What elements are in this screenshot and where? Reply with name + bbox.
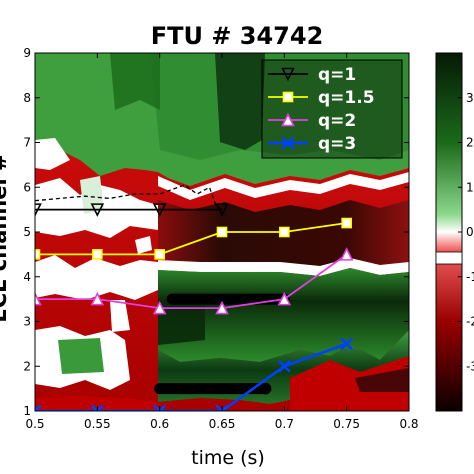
- series-point: [277, 359, 291, 373]
- series-1: [35, 203, 229, 217]
- legend-label: q=1.5: [318, 88, 375, 108]
- legend-marker: [282, 91, 294, 103]
- axes: 0.5 0.55 0.6 0.65 0.7 0.75 0.8 1 2 3 4 5 6 7 8 9: [23, 46, 418, 431]
- series-point: [152, 203, 167, 217]
- series-point: [154, 249, 165, 260]
- legend-label: q=2: [318, 111, 356, 131]
- legend-marker: [281, 112, 295, 127]
- colorbar-tick-label: -1: [466, 270, 474, 284]
- series-line: [35, 222, 347, 256]
- series-point: [215, 203, 229, 217]
- legend-marker: [281, 67, 295, 82]
- x-tick-label: 0.8: [399, 417, 418, 431]
- series-point: [215, 300, 229, 315]
- colorbar-tick-label: 0: [466, 225, 474, 239]
- x-axis-title: time (s): [191, 447, 265, 469]
- y-tick-label: 3: [23, 315, 31, 329]
- y-tick-label: 5: [23, 225, 31, 239]
- series-point: [90, 203, 105, 217]
- legend-marker: [281, 136, 295, 150]
- legend: q=1 q=1.5 q=2 q=3: [261, 59, 403, 159]
- dashed-trace: [35, 184, 223, 211]
- x-tick-label: 0.55: [84, 417, 111, 431]
- y-axis-title: ECE channel #: [0, 153, 11, 322]
- series-point: [35, 291, 42, 306]
- x-tick-label: 0.75: [333, 417, 360, 431]
- x-tick-label: 0.6: [150, 417, 169, 431]
- series-point: [90, 404, 104, 411]
- series-line: [35, 342, 348, 411]
- series-point: [341, 217, 352, 229]
- x-tick-label: 0.65: [209, 417, 236, 431]
- colorbar-tick-label: -3: [466, 359, 474, 373]
- y-tick-label: 1: [23, 404, 31, 418]
- series-point: [90, 291, 105, 306]
- series-point: [152, 300, 167, 315]
- thick-segment-end-marker: [259, 382, 272, 395]
- legend-label: q=1: [318, 65, 356, 85]
- series-point: [35, 249, 41, 260]
- colorbar-tick-label: 2: [466, 136, 474, 150]
- colorbar-tick-label: 1: [466, 180, 474, 194]
- legend-entry-1: q=1: [268, 65, 356, 85]
- series-point: [277, 291, 292, 306]
- y-tick-label: 2: [23, 359, 31, 373]
- overlay: [35, 184, 354, 411]
- colorbar: 3 2 1 0 -1 -2 -3: [435, 52, 474, 412]
- legend-entry-2: q=1.5: [268, 88, 375, 108]
- colorbar-zero-gap: [435, 251, 463, 265]
- series-point: [153, 404, 167, 411]
- x-tick-label: 0.7: [275, 417, 294, 431]
- y-tick-label: 4: [23, 270, 31, 284]
- series-point: [339, 247, 354, 261]
- legend-entry-4: q=3: [268, 134, 356, 154]
- series-point: [340, 337, 354, 351]
- legend-entry-3: q=2: [268, 111, 356, 131]
- y-tick-label: 7: [23, 136, 31, 150]
- series-point: [215, 404, 229, 411]
- y-tick-label: 9: [23, 46, 31, 60]
- y-tick-label: 8: [23, 91, 31, 105]
- series-line: [35, 253, 348, 309]
- series-2: [35, 217, 352, 260]
- colorbar-tick-label: -2: [466, 315, 474, 329]
- legend-label: q=3: [318, 134, 356, 154]
- series-point: [216, 226, 228, 238]
- series-point: [35, 203, 42, 217]
- chart-title: FTU # 34742: [151, 22, 324, 50]
- series-4: [35, 337, 354, 411]
- series-3: [35, 247, 354, 315]
- x-tick-label: 0.5: [25, 417, 44, 431]
- series-point: [92, 249, 103, 260]
- series-point: [35, 404, 42, 411]
- colorbar-tick-label: 3: [466, 91, 474, 105]
- series-point: [279, 226, 290, 238]
- y-tick-label: 6: [23, 180, 31, 194]
